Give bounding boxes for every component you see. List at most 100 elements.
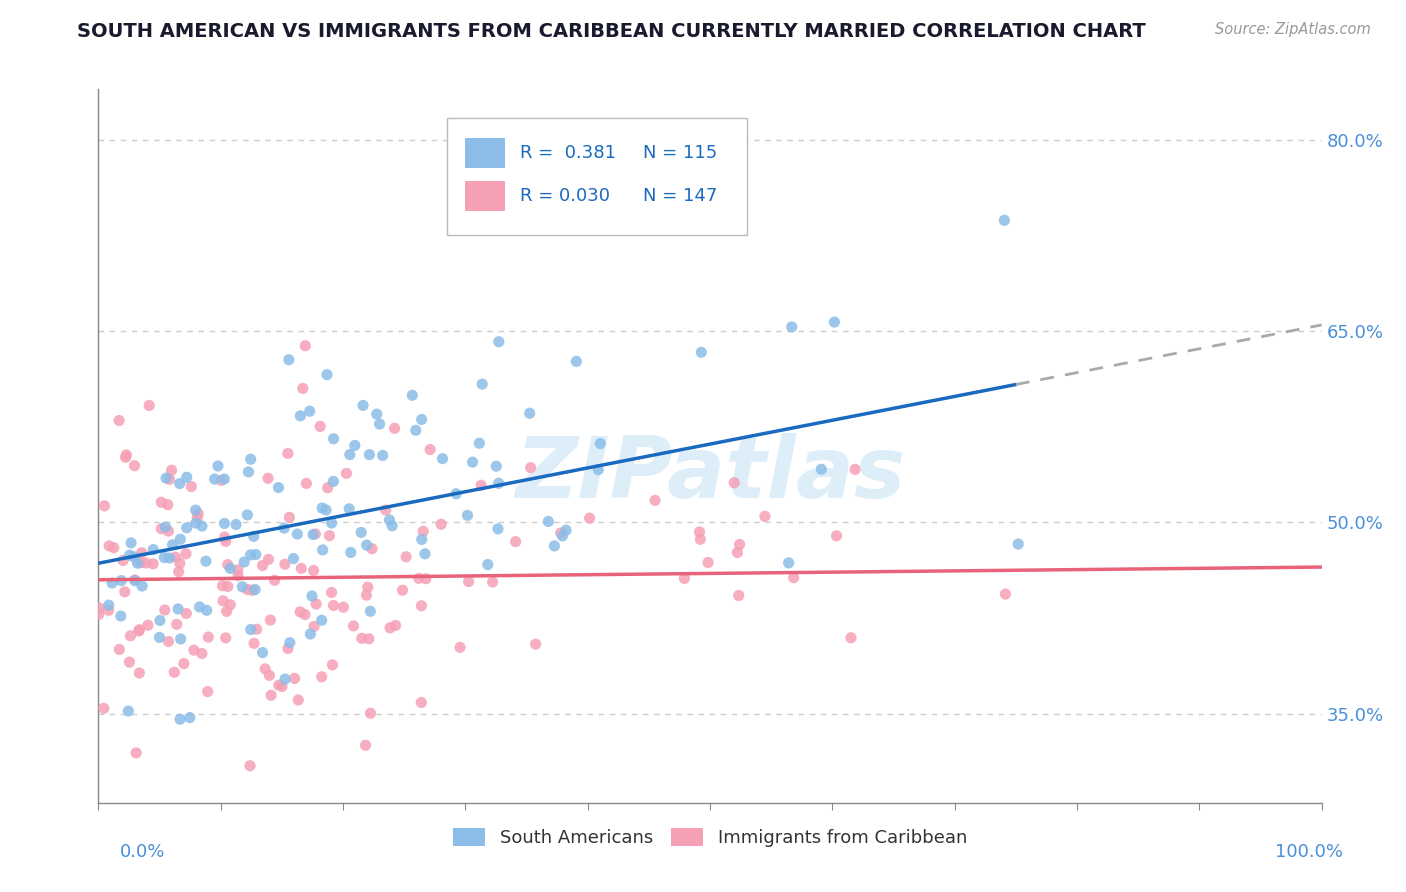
Point	[350, 632, 373, 646]
Point	[322, 432, 344, 446]
Point	[236, 582, 259, 597]
Point	[97, 598, 120, 612]
Point	[366, 407, 388, 421]
Point	[457, 574, 479, 589]
Point	[780, 320, 803, 334]
Point	[356, 588, 378, 602]
Point	[108, 413, 131, 427]
Point	[505, 534, 527, 549]
Point	[197, 684, 219, 698]
Point	[357, 632, 380, 646]
Point	[449, 640, 471, 655]
Point	[115, 448, 138, 462]
Point	[304, 527, 326, 541]
Point	[411, 533, 433, 547]
Point	[644, 493, 666, 508]
Point	[727, 589, 749, 603]
Point	[214, 516, 236, 531]
Point	[361, 541, 384, 556]
Point	[110, 574, 132, 588]
Point	[209, 474, 232, 488]
Point	[165, 550, 187, 565]
Point	[690, 345, 713, 359]
Point	[354, 739, 377, 753]
Bar	[465, 180, 505, 211]
Point	[174, 547, 197, 561]
Point	[825, 529, 848, 543]
Point	[274, 558, 297, 572]
Point	[153, 603, 176, 617]
Point	[191, 519, 214, 533]
Point	[311, 670, 333, 684]
Point	[588, 463, 610, 477]
Point	[259, 668, 281, 682]
Point	[142, 557, 165, 571]
Point	[166, 617, 188, 632]
Point	[294, 607, 316, 622]
Point	[305, 597, 328, 611]
Point	[128, 624, 150, 638]
Point	[411, 696, 433, 710]
Point	[122, 549, 145, 564]
Point	[187, 507, 209, 521]
Point	[252, 558, 274, 573]
Point	[551, 529, 574, 543]
Point	[155, 520, 177, 534]
Point	[243, 582, 266, 597]
Point	[689, 533, 711, 547]
Point	[215, 604, 238, 618]
Point	[136, 618, 159, 632]
Point	[728, 537, 751, 551]
Point	[384, 421, 406, 435]
Point	[93, 701, 115, 715]
Point	[169, 632, 191, 646]
Point	[149, 614, 172, 628]
Point	[339, 545, 361, 559]
Point	[207, 458, 229, 473]
Text: SOUTH AMERICAN VS IMMIGRANTS FROM CARIBBEAN CURRENTLY MARRIED CORRELATION CHART: SOUTH AMERICAN VS IMMIGRANTS FROM CARIBB…	[77, 22, 1146, 41]
Text: 0.0%: 0.0%	[120, 843, 165, 861]
Point	[384, 618, 406, 632]
Point	[148, 631, 170, 645]
Point	[994, 587, 1017, 601]
Point	[239, 452, 262, 467]
Point	[219, 598, 242, 612]
Point	[184, 516, 207, 530]
Point	[285, 527, 308, 541]
Point	[309, 419, 332, 434]
Point	[225, 517, 247, 532]
Point	[179, 710, 201, 724]
Point	[391, 583, 413, 598]
Point	[124, 573, 146, 587]
Point	[263, 574, 285, 588]
Point	[302, 527, 325, 541]
Point	[299, 627, 322, 641]
Point	[519, 406, 541, 420]
Point	[278, 635, 301, 649]
Point	[184, 503, 207, 517]
Point	[124, 458, 146, 473]
Point	[413, 547, 436, 561]
Text: ZIPatlas: ZIPatlas	[515, 433, 905, 516]
Point	[378, 513, 401, 527]
Point	[169, 712, 191, 726]
Point	[273, 521, 295, 535]
Point	[301, 589, 323, 603]
Point	[183, 643, 205, 657]
Point	[357, 580, 380, 594]
Point	[238, 465, 260, 479]
Point	[131, 546, 153, 560]
Point	[142, 542, 165, 557]
Point	[167, 565, 190, 579]
Point	[159, 551, 181, 566]
Point	[156, 498, 179, 512]
Point	[839, 631, 862, 645]
Point	[754, 509, 776, 524]
Point	[359, 448, 381, 462]
Point	[844, 462, 866, 476]
Point	[316, 481, 339, 495]
Point	[688, 524, 710, 539]
Point	[231, 580, 253, 594]
Point	[155, 471, 177, 485]
Point	[239, 623, 262, 637]
